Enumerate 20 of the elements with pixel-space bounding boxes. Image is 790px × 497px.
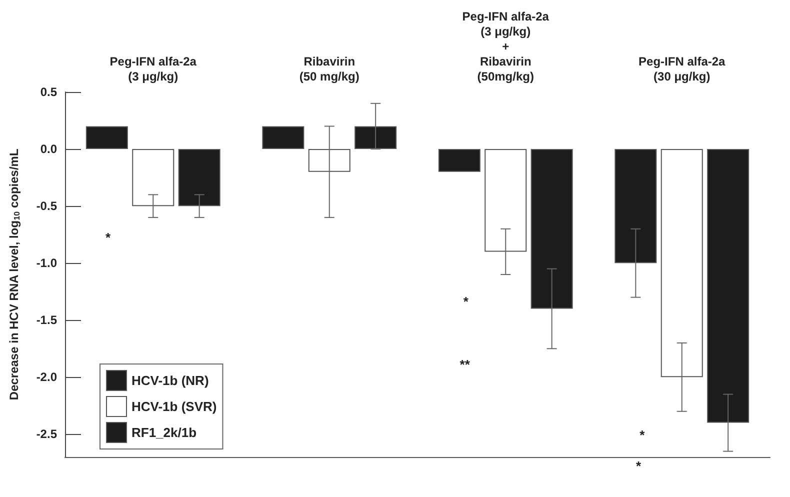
- y-tick-label: -2.0: [36, 370, 58, 384]
- annotation: *: [106, 230, 112, 246]
- y-axis-title: Decrease in HCV RNA level, log10 copies/mL: [7, 148, 22, 400]
- x-tick-label: Peg-IFN alfa-2a (3 μg/kg): [110, 54, 197, 84]
- annotation: *: [463, 294, 470, 310]
- y-tick-label: -0.5: [36, 199, 58, 214]
- annotation: *: [640, 427, 646, 442]
- legend-label: HCV-1b (NR): [132, 373, 209, 388]
- y-tick-label: -1.0: [36, 256, 58, 270]
- legend-label: RF1_2k/1b: [132, 425, 197, 440]
- y-tick-label: -2.5: [36, 427, 58, 442]
- y-tick-label: -1.5: [36, 313, 58, 328]
- x-tick-label: Peg-IFN alfa-2a (30 μg/kg): [638, 54, 726, 84]
- y-tick-label: 0.0: [40, 142, 58, 156]
- x-tick-label: Peg-IFN alfa-2a (3 μg/kg) + Ribavirin (50mg/kg): [462, 10, 550, 84]
- legend-label: HCV-1b (SVR): [132, 399, 217, 414]
- y-tick-label: 0.5: [40, 85, 58, 99]
- x-tick-label: Ribavirin (50 mg/kg): [299, 54, 360, 84]
- text: *: [636, 458, 642, 474]
- annotation: **: [460, 356, 471, 372]
